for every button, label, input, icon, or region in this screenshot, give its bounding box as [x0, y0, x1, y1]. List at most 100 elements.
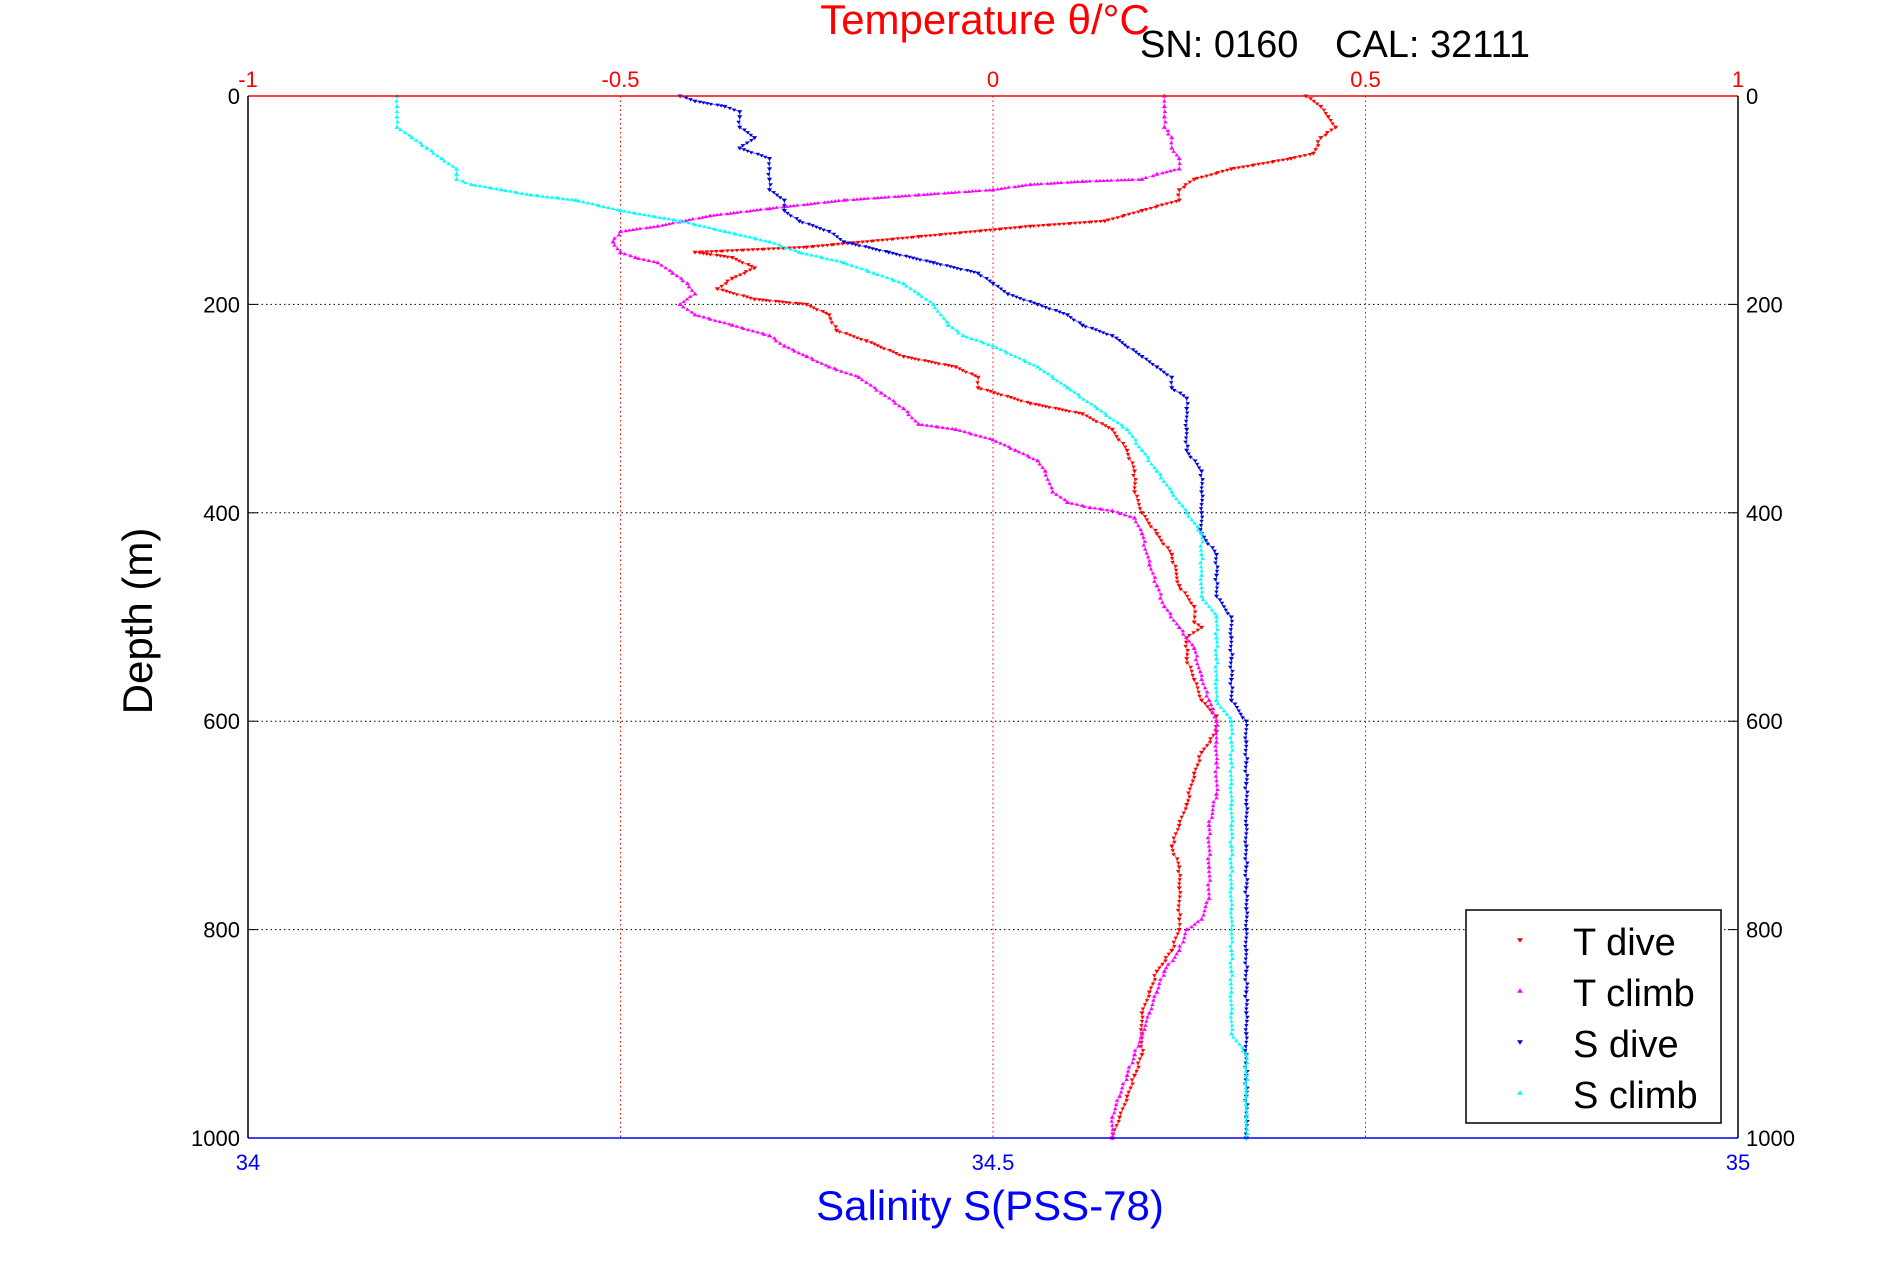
data-point	[1244, 832, 1249, 836]
data-point	[1177, 878, 1183, 882]
data-point	[1150, 571, 1156, 575]
data-point	[1228, 785, 1233, 790]
data-point	[1229, 624, 1234, 628]
data-point	[1176, 625, 1182, 629]
data-point	[472, 183, 478, 187]
data-point	[897, 353, 902, 357]
data-point	[1053, 309, 1059, 313]
data-point	[1192, 775, 1197, 780]
data-point	[1196, 466, 1202, 470]
data-point	[872, 385, 878, 390]
y-tick-label-right: 400	[1746, 501, 1783, 526]
data-point	[1242, 890, 1248, 895]
data-point	[1202, 908, 1207, 913]
data-point	[709, 250, 714, 254]
data-point	[1112, 431, 1117, 435]
data-point	[1168, 169, 1173, 173]
data-point	[924, 259, 929, 263]
data-point	[856, 244, 862, 248]
data-point	[737, 115, 743, 120]
data-point	[1184, 407, 1190, 411]
data-point	[1187, 795, 1192, 799]
data-point	[829, 257, 835, 262]
data-point	[429, 148, 434, 153]
data-point	[1126, 1090, 1131, 1095]
data-point	[1244, 986, 1250, 990]
data-point	[1033, 402, 1038, 407]
data-point	[1244, 903, 1249, 907]
data-point	[971, 270, 977, 275]
data-point	[1008, 226, 1013, 231]
data-point	[808, 304, 813, 309]
data-point	[1161, 604, 1167, 609]
data-point	[623, 228, 629, 233]
data-point	[1169, 145, 1175, 150]
data-point	[1209, 173, 1214, 177]
data-point	[655, 223, 661, 228]
data-point	[1031, 301, 1037, 305]
data-point	[1204, 744, 1210, 748]
data-point	[1200, 681, 1206, 686]
data-point	[1109, 334, 1115, 338]
data-point	[1145, 455, 1151, 459]
data-point	[494, 187, 499, 191]
data-point	[1196, 665, 1202, 670]
data-point	[674, 273, 680, 278]
data-point	[916, 358, 921, 362]
data-point	[740, 144, 746, 148]
data-point	[1104, 508, 1110, 512]
data-point	[1215, 582, 1220, 586]
data-point	[630, 227, 636, 232]
data-point	[949, 364, 954, 369]
data-point	[1014, 295, 1019, 299]
data-point	[1228, 756, 1233, 761]
y-tick-label-left: 800	[203, 918, 240, 943]
data-point	[1054, 492, 1059, 496]
data-point	[1102, 411, 1108, 415]
data-point	[1243, 803, 1249, 807]
data-point	[843, 370, 849, 375]
data-point	[809, 356, 814, 360]
data-point	[951, 266, 956, 270]
data-point	[1146, 1010, 1153, 1015]
data-point	[985, 342, 991, 346]
data-point	[1042, 468, 1048, 473]
data-point	[1110, 1127, 1115, 1131]
data-point	[719, 284, 724, 289]
data-point	[1147, 360, 1152, 364]
data-point	[1228, 760, 1234, 765]
data-point	[1102, 219, 1108, 224]
data-point	[1120, 1081, 1126, 1086]
data-point	[1187, 787, 1193, 791]
data-point	[758, 207, 763, 211]
data-point	[1142, 1027, 1147, 1031]
series-t_climb	[610, 93, 1220, 1140]
data-point	[1171, 940, 1176, 945]
data-point	[1250, 164, 1255, 168]
data-point	[1127, 430, 1132, 435]
data-point	[1228, 806, 1233, 811]
data-point	[897, 404, 902, 408]
data-point	[1213, 172, 1219, 176]
data-point	[1243, 1052, 1249, 1057]
data-point	[886, 195, 891, 199]
data-point	[1329, 128, 1334, 132]
data-point	[1124, 1077, 1130, 1081]
data-point	[851, 197, 856, 201]
data-point	[1031, 224, 1036, 228]
data-point	[969, 372, 975, 376]
data-point	[1188, 601, 1194, 606]
data-point	[701, 315, 707, 319]
data-point	[1139, 1024, 1144, 1028]
data-point	[1196, 755, 1202, 759]
data-point	[743, 270, 749, 274]
data-point	[938, 263, 943, 267]
data-point	[1191, 605, 1197, 609]
data-point	[859, 377, 865, 382]
data-point	[442, 159, 447, 163]
data-point	[666, 221, 672, 226]
data-point	[903, 254, 909, 259]
data-point	[1119, 341, 1125, 345]
data-point	[1228, 927, 1234, 932]
data-point	[1228, 718, 1234, 723]
